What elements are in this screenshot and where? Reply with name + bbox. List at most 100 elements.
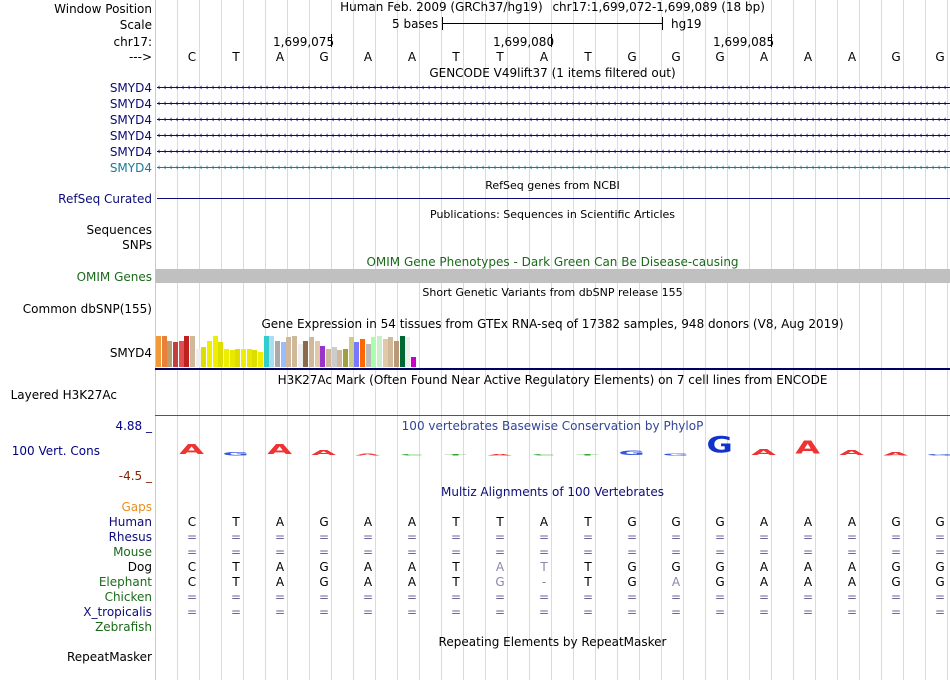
gtex-tissue-bar[interactable]: [184, 336, 189, 367]
strand-chevron-icon: ‹: [925, 131, 928, 141]
gtex-tissue-bar[interactable]: [224, 349, 229, 367]
gtex-tissue-bar[interactable]: [405, 337, 410, 367]
gencode-transcript[interactable]: ‹ ‹ ‹ ‹ ‹ ‹ ‹ ‹ ‹ ‹ ‹ ‹ ‹ ‹ ‹ ‹ ‹ ‹ ‹ ‹ ‹ ‹ ‹ ‹ ‹ ‹ ‹ ‹ ‹ ‹ ‹ ‹ ‹ ‹ ‹ ‹ ‹ ‹ ‹ ‹…: [157, 99, 950, 109]
gtex-tissue-bar[interactable]: [394, 341, 399, 367]
strand-chevron-icon: ‹: [385, 83, 388, 93]
strand-chevron-icon: ‹: [469, 115, 472, 125]
species-label[interactable]: Elephant: [98, 575, 152, 589]
strand-chevron-icon: ‹: [793, 131, 796, 141]
gtex-tissue-bar[interactable]: [275, 341, 280, 367]
gtex-tissue-bar[interactable]: [348, 337, 354, 367]
gtex-tissue-bar[interactable]: [156, 336, 161, 367]
strand-chevron-icon: ‹: [877, 99, 880, 109]
gtex-tissue-bar[interactable]: [161, 336, 167, 367]
track-image[interactable]: Human Feb. 2009 (GRCh37/hg19) chr17:1,69…: [155, 0, 950, 680]
gtex-tissue-bar[interactable]: [195, 349, 201, 367]
phylop-logo[interactable]: AGAAACTACTGGGAAAAG: [155, 434, 950, 468]
gtex-tissue-bar[interactable]: [263, 336, 269, 367]
sequences-track-label[interactable]: Sequences: [86, 223, 152, 237]
strand-chevron-icon: ‹: [871, 163, 874, 173]
h3k27ac-track-label[interactable]: Layered H3K27Ac: [10, 388, 117, 402]
gencode-transcript[interactable]: ‹ ‹ ‹ ‹ ‹ ‹ ‹ ‹ ‹ ‹ ‹ ‹ ‹ ‹ ‹ ‹ ‹ ‹ ‹ ‹ ‹ ‹ ‹ ‹ ‹ ‹ ‹ ‹ ‹ ‹ ‹ ‹ ‹ ‹ ‹ ‹ ‹ ‹ ‹ ‹…: [157, 163, 950, 173]
strand-chevron-icon: ‹: [361, 163, 364, 173]
gtex-tissue-bar[interactable]: [377, 336, 382, 367]
gtex-tissue-bar[interactable]: [246, 349, 252, 367]
gtex-tissue-bar[interactable]: [314, 341, 320, 367]
gtex-bar-chart[interactable]: [156, 334, 676, 367]
gtex-tissue-bar[interactable]: [309, 337, 314, 367]
gencode-item-label[interactable]: SMYD4: [109, 81, 152, 95]
gtex-tissue-bar[interactable]: [343, 349, 348, 367]
gtex-tissue-bar[interactable]: [258, 352, 263, 367]
gtex-tissue-bar[interactable]: [326, 349, 331, 367]
strand-chevron-icon: ‹: [559, 147, 562, 157]
refseq-track-label[interactable]: RefSeq Curated: [58, 192, 152, 206]
gencode-item-label[interactable]: SMYD4: [109, 145, 152, 159]
repeatmasker-track-label[interactable]: RepeatMasker: [66, 650, 152, 664]
gtex-tissue-bar[interactable]: [337, 350, 342, 367]
gtex-track-label[interactable]: SMYD4: [109, 346, 152, 360]
position-range[interactable]: chr17:1,699,072-1,699,089 (18 bp): [552, 0, 765, 14]
gtex-tissue-bar[interactable]: [167, 341, 172, 367]
gencode-transcript[interactable]: ‹ ‹ ‹ ‹ ‹ ‹ ‹ ‹ ‹ ‹ ‹ ‹ ‹ ‹ ‹ ‹ ‹ ‹ ‹ ‹ ‹ ‹ ‹ ‹ ‹ ‹ ‹ ‹ ‹ ‹ ‹ ‹ ‹ ‹ ‹ ‹ ‹ ‹ ‹ ‹…: [157, 115, 950, 125]
dbsnp-track-label[interactable]: Common dbSNP(155): [22, 302, 152, 316]
strand-chevron-icon: ‹: [259, 83, 262, 93]
species-label[interactable]: X_tropicalis: [83, 605, 152, 619]
gtex-tissue-bar[interactable]: [354, 342, 359, 367]
species-label[interactable]: Rhesus: [108, 530, 152, 544]
omim-gene-bar[interactable]: [155, 269, 950, 283]
gtex-tissue-bar[interactable]: [292, 336, 297, 367]
gtex-tissue-bar[interactable]: [320, 346, 325, 367]
gtex-tissue-bar[interactable]: [388, 337, 393, 367]
snps-track-label[interactable]: SNPs: [122, 238, 152, 252]
gtex-tissue-bar[interactable]: [252, 350, 257, 367]
omim-track-label[interactable]: OMIM Genes: [76, 270, 152, 284]
gencode-item-label[interactable]: SMYD4: [109, 129, 152, 143]
gtex-tissue-bar[interactable]: [365, 344, 371, 367]
strand-chevron-icon: ‹: [505, 83, 508, 93]
species-label[interactable]: Zebrafish: [95, 620, 152, 634]
gtex-tissue-bar[interactable]: [218, 342, 223, 367]
strand-chevron-icon: ‹: [697, 115, 700, 125]
phylop-track-label[interactable]: 100 Vert. Cons: [11, 444, 100, 458]
strand-chevron-icon: ‹: [451, 99, 454, 109]
gtex-tissue-bar[interactable]: [190, 336, 195, 367]
gencode-item-label[interactable]: SMYD4: [109, 97, 152, 111]
gtex-tissue-bar[interactable]: [269, 336, 274, 367]
gtex-tissue-bar[interactable]: [303, 341, 308, 367]
gtex-tissue-bar[interactable]: [360, 339, 365, 367]
gencode-transcript[interactable]: ‹ ‹ ‹ ‹ ‹ ‹ ‹ ‹ ‹ ‹ ‹ ‹ ‹ ‹ ‹ ‹ ‹ ‹ ‹ ‹ ‹ ‹ ‹ ‹ ‹ ‹ ‹ ‹ ‹ ‹ ‹ ‹ ‹ ‹ ‹ ‹ ‹ ‹ ‹ ‹…: [157, 131, 950, 141]
strand-chevron-icon: ‹: [607, 99, 610, 109]
gtex-tissue-bar[interactable]: [212, 336, 218, 367]
gtex-tissue-bar[interactable]: [399, 336, 405, 367]
gtex-tissue-bar[interactable]: [297, 344, 303, 367]
species-label[interactable]: Dog: [127, 560, 152, 574]
strand-chevron-icon: ‹: [253, 115, 256, 125]
gtex-tissue-bar[interactable]: [229, 350, 235, 367]
gencode-transcript[interactable]: ‹ ‹ ‹ ‹ ‹ ‹ ‹ ‹ ‹ ‹ ‹ ‹ ‹ ‹ ‹ ‹ ‹ ‹ ‹ ‹ ‹ ‹ ‹ ‹ ‹ ‹ ‹ ‹ ‹ ‹ ‹ ‹ ‹ ‹ ‹ ‹ ‹ ‹ ‹ ‹…: [157, 83, 950, 93]
gtex-tissue-bar[interactable]: [173, 342, 178, 367]
gtex-tissue-bar[interactable]: [241, 349, 246, 367]
gtex-tissue-bar[interactable]: [286, 337, 291, 367]
strand-chevron-icon: ‹: [307, 99, 310, 109]
strand-chevron-icon: ‹: [577, 83, 580, 93]
gencode-item-label[interactable]: SMYD4: [109, 161, 152, 175]
species-label[interactable]: Mouse: [113, 545, 152, 559]
strand-chevron-icon: ‹: [667, 131, 670, 141]
species-label[interactable]: Human: [108, 515, 152, 529]
strand-chevron-icon: ‹: [301, 83, 304, 93]
gtex-tissue-bar[interactable]: [331, 347, 337, 367]
species-label[interactable]: Chicken: [104, 590, 152, 604]
gtex-tissue-bar[interactable]: [207, 341, 212, 367]
refseq-gene-line[interactable]: [157, 198, 950, 199]
gtex-tissue-bar[interactable]: [411, 357, 416, 367]
gtex-tissue-bar[interactable]: [201, 347, 206, 367]
gencode-transcript[interactable]: ‹ ‹ ‹ ‹ ‹ ‹ ‹ ‹ ‹ ‹ ‹ ‹ ‹ ‹ ‹ ‹ ‹ ‹ ‹ ‹ ‹ ‹ ‹ ‹ ‹ ‹ ‹ ‹ ‹ ‹ ‹ ‹ ‹ ‹ ‹ ‹ ‹ ‹ ‹ ‹…: [157, 147, 950, 157]
gaps-label[interactable]: Gaps: [121, 500, 152, 514]
gtex-tissue-bar[interactable]: [280, 342, 286, 367]
gtex-tissue-bar[interactable]: [178, 341, 184, 367]
gtex-tissue-bar[interactable]: [235, 349, 240, 367]
gencode-item-label[interactable]: SMYD4: [109, 113, 152, 127]
gtex-tissue-bar[interactable]: [382, 339, 388, 367]
gtex-tissue-bar[interactable]: [371, 337, 376, 367]
